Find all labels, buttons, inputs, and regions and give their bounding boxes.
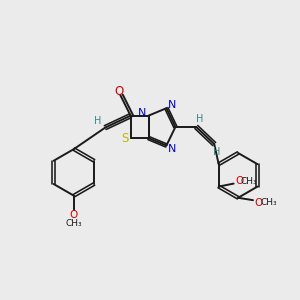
Text: N: N (168, 143, 177, 154)
Text: O: O (254, 198, 262, 208)
Text: H: H (94, 116, 101, 126)
Text: N: N (168, 100, 177, 110)
Text: O: O (70, 210, 78, 220)
Text: S: S (122, 132, 129, 145)
Text: N: N (138, 108, 147, 118)
Text: H: H (214, 147, 221, 158)
Text: CH₃: CH₃ (260, 198, 277, 207)
Text: O: O (235, 176, 243, 186)
Text: CH₃: CH₃ (65, 219, 82, 228)
Text: H: H (196, 114, 203, 124)
Text: O: O (114, 85, 123, 98)
Text: CH₃: CH₃ (241, 177, 257, 186)
